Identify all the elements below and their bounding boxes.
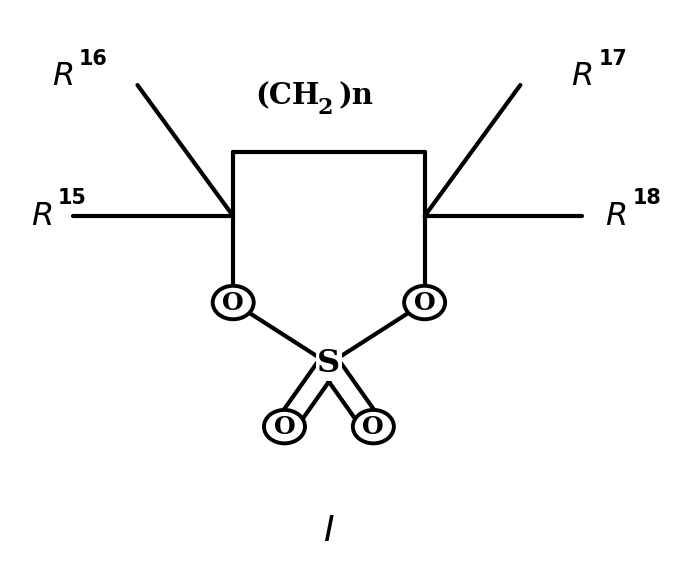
Text: O: O: [363, 415, 384, 439]
Circle shape: [212, 286, 254, 319]
Text: $\mathit{R}$: $\mathit{R}$: [606, 200, 627, 231]
Circle shape: [353, 410, 394, 443]
Circle shape: [404, 286, 445, 319]
Text: 16: 16: [79, 49, 107, 69]
Text: $\mathit{I}$: $\mathit{I}$: [323, 514, 335, 548]
Text: S: S: [318, 348, 340, 379]
Text: 18: 18: [632, 188, 661, 208]
Circle shape: [264, 410, 305, 443]
Text: $\mathit{R}$: $\mathit{R}$: [572, 61, 592, 92]
Text: )n: )n: [339, 82, 374, 111]
Text: $\mathit{R}$: $\mathit{R}$: [31, 200, 53, 231]
Text: O: O: [414, 290, 435, 315]
Text: 2: 2: [317, 97, 333, 119]
Text: (CH: (CH: [256, 82, 320, 111]
Text: O: O: [273, 415, 295, 439]
Text: O: O: [222, 290, 244, 315]
Text: 15: 15: [58, 188, 87, 208]
Text: 17: 17: [599, 49, 627, 69]
Text: $\mathit{R}$: $\mathit{R}$: [52, 61, 73, 92]
